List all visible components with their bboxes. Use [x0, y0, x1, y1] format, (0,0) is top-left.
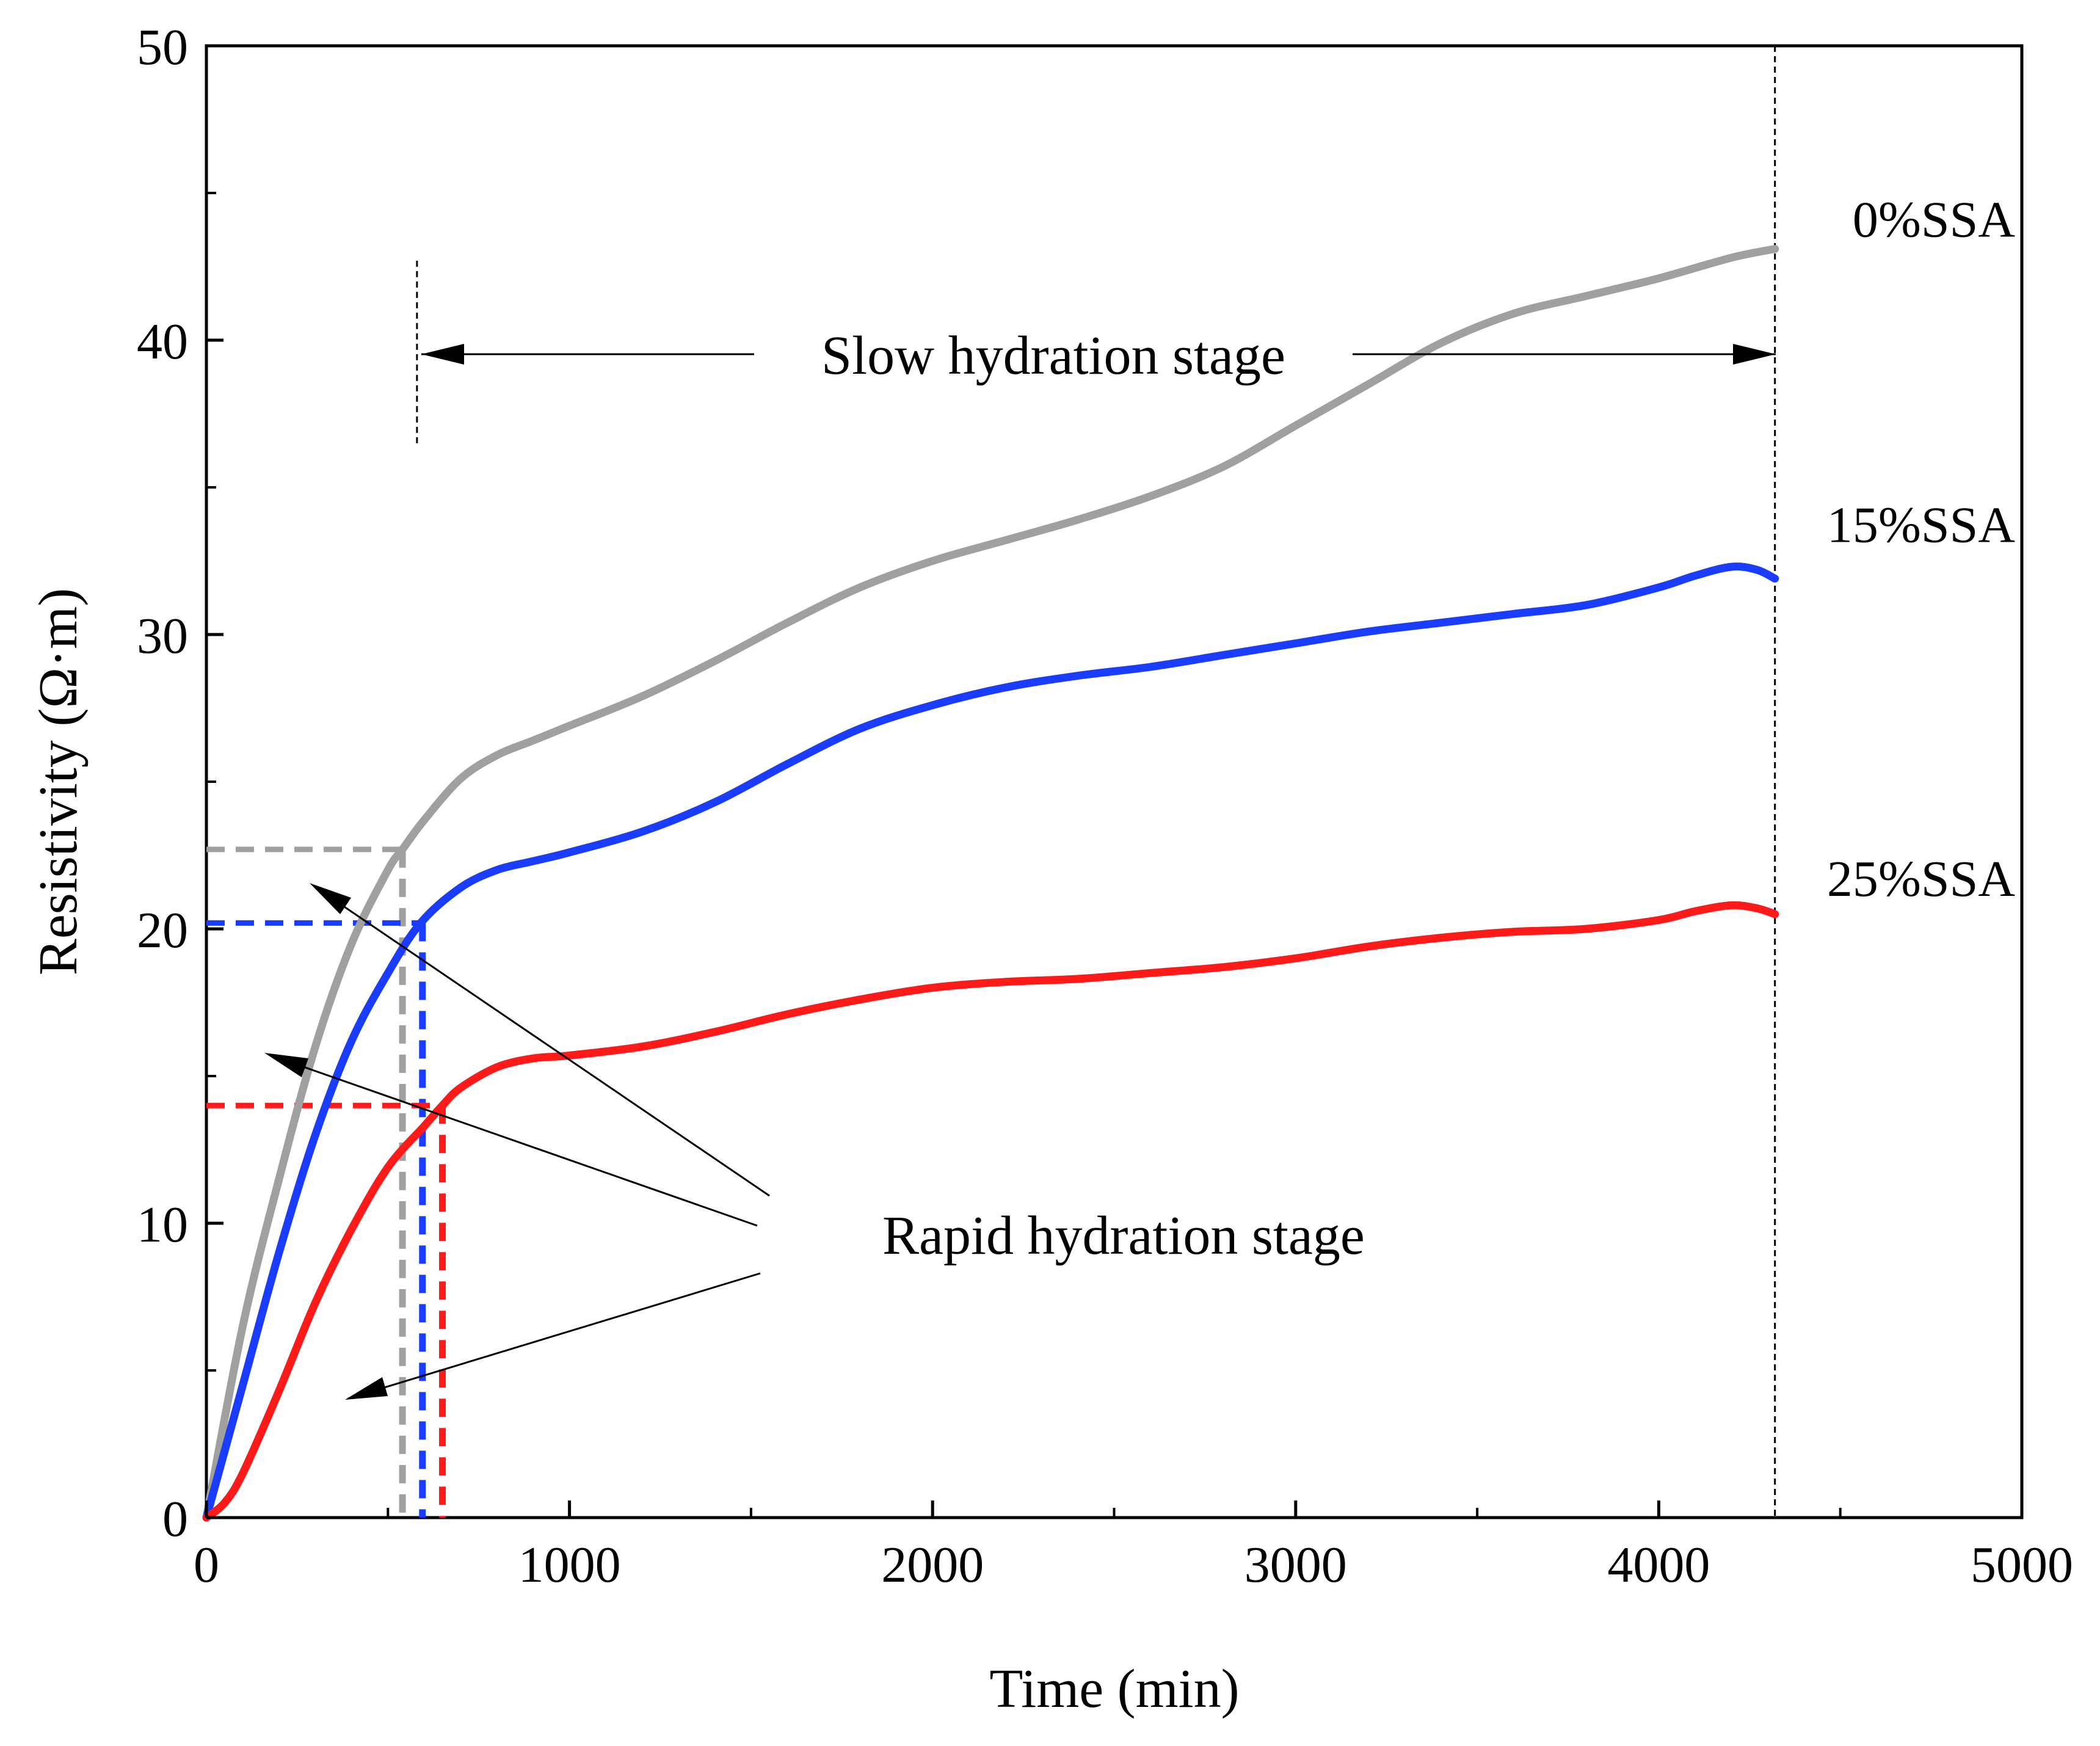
- y-axis-title: Resistivity (Ω·m): [28, 588, 89, 975]
- series-line-0pct-ssa: [202, 245, 1779, 1522]
- rapid-arrowhead-gray: [310, 883, 351, 914]
- y-axis-ticks: 0 10 20 30 40 50: [137, 19, 223, 1548]
- y-tick-label: 20: [137, 902, 188, 959]
- stage-boundaries: [416, 46, 1776, 1518]
- slow-stage-right-arrowhead: [1733, 344, 1776, 365]
- x-axis-title: Time (min): [989, 1659, 1239, 1719]
- series-label-25pct-ssa: 25%SSA: [1827, 851, 2015, 908]
- x-axis-ticks: 0 1000 2000 3000 4000 5000: [194, 1500, 2073, 1593]
- series-lines: [202, 245, 1779, 1522]
- slow-stage-annotation: Slow hydration stage: [421, 326, 1776, 386]
- x-tick-label: 5000: [1971, 1537, 2073, 1593]
- slow-stage-label: Slow hydration stage: [821, 326, 1285, 386]
- rapid-arrowhead-blue: [264, 1053, 308, 1077]
- y-tick-label: 50: [137, 19, 188, 76]
- series-label-0pct-ssa: 0%SSA: [1853, 192, 2015, 249]
- x-tick-label: 1000: [518, 1537, 621, 1593]
- y-tick-label: 30: [137, 608, 188, 664]
- y-tick-label: 0: [162, 1491, 188, 1548]
- plot-frame: [205, 44, 2024, 1519]
- series-labels: 0%SSA 15%SSA 25%SSA: [1827, 192, 2015, 908]
- x-tick-label: 2000: [881, 1537, 984, 1593]
- rapid-stage-label: Rapid hydration stage: [882, 1206, 1365, 1266]
- x-tick-label: 4000: [1607, 1537, 1710, 1593]
- series-label-15pct-ssa: 15%SSA: [1827, 497, 2015, 553]
- rapid-stage-annotation: Rapid hydration stage: [264, 883, 1365, 1400]
- slow-stage-left-arrowhead: [421, 344, 464, 365]
- y-tick-label: 10: [137, 1196, 188, 1253]
- x-tick-label: 3000: [1244, 1537, 1347, 1593]
- y-tick-label: 40: [137, 313, 188, 370]
- x-tick-label: 0: [194, 1537, 219, 1593]
- series-line-15pct-ssa: [202, 562, 1779, 1522]
- rapid-arrowhead-red: [345, 1377, 388, 1400]
- series-line-25pct-ssa: [202, 901, 1779, 1522]
